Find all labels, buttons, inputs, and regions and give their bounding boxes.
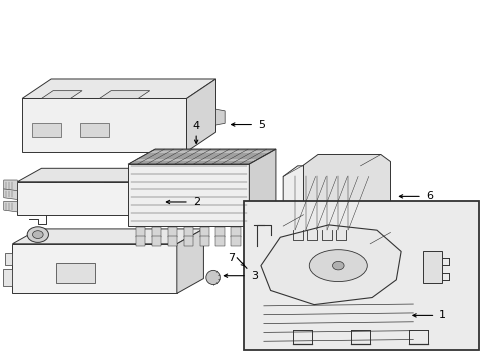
Polygon shape: [22, 99, 186, 152]
Text: 3: 3: [250, 271, 257, 281]
Polygon shape: [41, 91, 82, 99]
Circle shape: [27, 227, 48, 242]
Bar: [151, 236, 161, 246]
Text: 6: 6: [425, 192, 432, 201]
Polygon shape: [303, 154, 390, 233]
Polygon shape: [12, 229, 203, 244]
Polygon shape: [331, 295, 389, 329]
Bar: [136, 227, 145, 237]
Polygon shape: [331, 287, 403, 295]
Bar: [244, 201, 478, 350]
Bar: [167, 227, 177, 237]
Polygon shape: [177, 229, 203, 293]
Polygon shape: [128, 164, 249, 226]
Bar: [183, 236, 193, 246]
Polygon shape: [4, 180, 17, 191]
Polygon shape: [3, 269, 12, 286]
Polygon shape: [283, 166, 369, 244]
Bar: [215, 227, 224, 237]
Text: 4: 4: [192, 121, 199, 131]
Circle shape: [332, 261, 344, 270]
Polygon shape: [261, 225, 400, 305]
Polygon shape: [186, 79, 215, 152]
Polygon shape: [4, 201, 17, 212]
Bar: [231, 236, 241, 246]
Bar: [215, 236, 224, 246]
Polygon shape: [17, 168, 157, 182]
Bar: [338, 309, 372, 324]
Bar: [199, 227, 209, 237]
Bar: [199, 236, 209, 246]
Text: 5: 5: [258, 120, 264, 130]
Text: 7: 7: [227, 253, 234, 263]
Text: 1: 1: [438, 310, 446, 320]
Polygon shape: [5, 253, 12, 265]
Bar: [167, 236, 177, 246]
Ellipse shape: [205, 270, 220, 284]
Polygon shape: [22, 79, 215, 99]
Ellipse shape: [308, 250, 366, 282]
Bar: [80, 123, 109, 138]
Polygon shape: [128, 149, 275, 164]
Polygon shape: [215, 109, 224, 125]
Circle shape: [32, 231, 43, 238]
Bar: [151, 227, 161, 237]
Bar: [422, 251, 441, 283]
Polygon shape: [12, 244, 177, 293]
Polygon shape: [133, 168, 157, 215]
Bar: [183, 227, 193, 237]
Polygon shape: [249, 149, 275, 226]
Bar: [32, 123, 61, 138]
Polygon shape: [4, 189, 17, 199]
Bar: [56, 263, 95, 283]
Bar: [231, 227, 241, 237]
Polygon shape: [389, 287, 403, 329]
Bar: [338, 289, 345, 293]
Polygon shape: [17, 182, 133, 215]
Polygon shape: [99, 91, 149, 99]
Bar: [136, 236, 145, 246]
Text: 2: 2: [192, 197, 200, 207]
